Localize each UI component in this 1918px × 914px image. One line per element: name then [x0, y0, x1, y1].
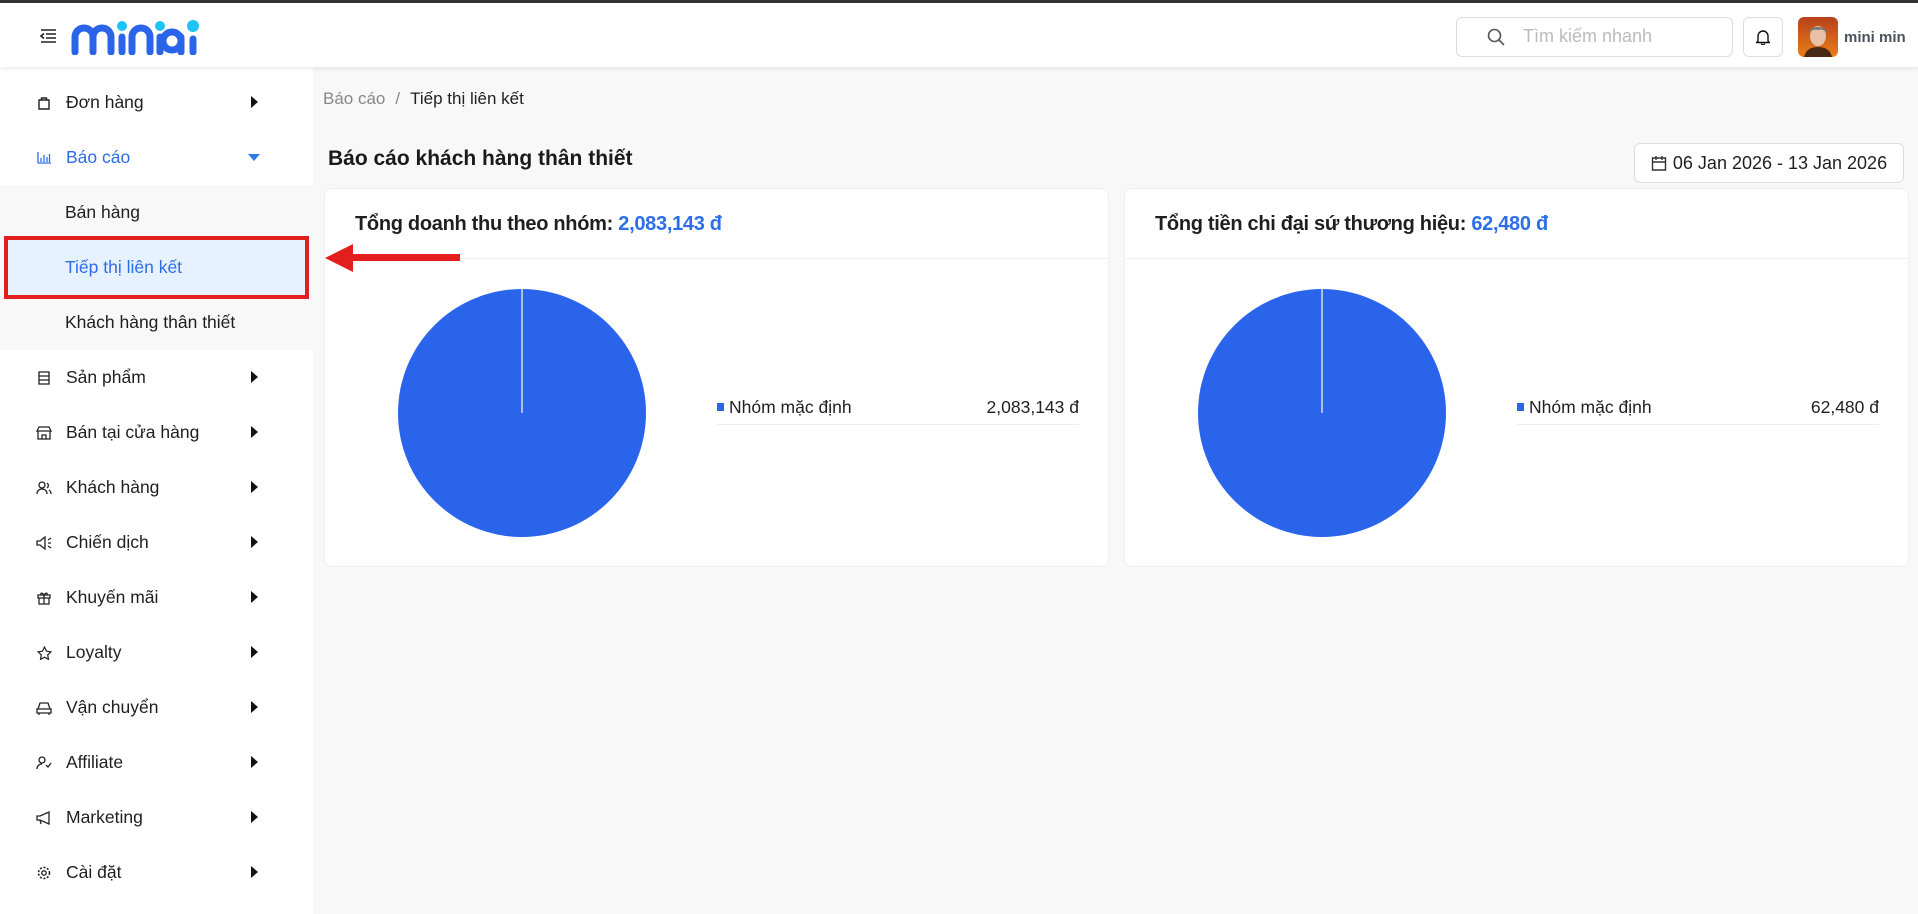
star-icon	[36, 645, 52, 661]
sidebar-item-promotions[interactable]: Khuyến mãi	[0, 570, 313, 625]
chevron-right-icon	[251, 811, 258, 823]
legend-swatch	[1517, 403, 1524, 411]
quick-search[interactable]	[1456, 17, 1733, 57]
avatar[interactable]	[1798, 17, 1838, 57]
ambassador-pie-chart	[1198, 289, 1446, 537]
gear-icon	[36, 865, 52, 881]
sidebar-item-affiliate[interactable]: Affiliate	[0, 735, 313, 790]
bell-icon	[1756, 30, 1770, 45]
bar-chart-icon	[36, 150, 52, 166]
legend-item: Nhóm mặc định 2,083,143 đ	[717, 397, 1079, 425]
store-icon	[36, 425, 52, 441]
sidebar-item-campaigns[interactable]: Chiến dịch	[0, 515, 313, 570]
chevron-right-icon	[251, 96, 258, 108]
search-input[interactable]	[1523, 26, 1723, 47]
top-header: mini min	[0, 3, 1918, 67]
chevron-right-icon	[251, 701, 258, 713]
chevron-right-icon	[251, 481, 258, 493]
chevron-right-icon	[251, 591, 258, 603]
product-icon	[36, 370, 52, 386]
breadcrumb-reports[interactable]: Báo cáo	[323, 89, 386, 108]
breadcrumb-current: Tiếp thị liên kết	[410, 89, 524, 108]
page-title: Báo cáo khách hàng thân thiết	[328, 147, 633, 170]
menu-collapse-icon[interactable]	[40, 29, 57, 43]
sidebar: Đơn hàng Báo cáo Bán hàng Tiếp thị liên …	[0, 67, 313, 914]
revenue-pie-chart	[398, 289, 646, 537]
card-title: Tổng doanh thu theo nhóm: 2,083,143 đ	[325, 189, 1108, 259]
chevron-right-icon	[251, 756, 258, 768]
sidebar-item-orders[interactable]: Đơn hàng	[0, 75, 313, 130]
chevron-right-icon	[251, 426, 258, 438]
calendar-icon	[1651, 156, 1667, 171]
chevron-down-icon	[248, 154, 260, 161]
sidebar-item-loyalty[interactable]: Loyalty	[0, 625, 313, 680]
sidebar-item-customers[interactable]: Khách hàng	[0, 460, 313, 515]
sidebar-item-products[interactable]: Sản phẩm	[0, 350, 313, 405]
chevron-right-icon	[251, 371, 258, 383]
sidebar-item-sales[interactable]: Bán hàng	[65, 202, 140, 222]
users-icon	[36, 480, 52, 496]
annotation-arrow	[325, 244, 460, 272]
chevron-right-icon	[251, 866, 258, 878]
breadcrumb: Báo cáo / Tiếp thị liên kết	[323, 89, 524, 108]
card-title: Tổng tiền chi đại sứ thương hiệu: 62,480…	[1125, 189, 1908, 259]
gift-icon	[36, 590, 52, 606]
sidebar-item-in-store[interactable]: Bán tại cửa hàng	[0, 405, 313, 460]
reports-submenu: Bán hàng Tiếp thị liên kết Khách hàng th…	[0, 185, 313, 350]
notification-button[interactable]	[1743, 17, 1783, 57]
username[interactable]: mini min	[1844, 29, 1906, 46]
affiliate-icon	[36, 755, 52, 771]
revenue-by-group-card: Tổng doanh thu theo nhóm: 2,083,143 đ Nh…	[324, 188, 1109, 567]
chevron-right-icon	[251, 646, 258, 658]
megaphone-icon	[36, 810, 52, 826]
sidebar-item-reports[interactable]: Báo cáo	[0, 130, 313, 185]
car-icon	[36, 700, 52, 716]
sidebar-item-marketing[interactable]: Marketing	[0, 790, 313, 845]
legend-item: Nhóm mặc định 62,480 đ	[1517, 397, 1879, 425]
legend-swatch	[717, 403, 724, 411]
ambassador-spend-card: Tổng tiền chi đại sứ thương hiệu: 62,480…	[1124, 188, 1909, 567]
sidebar-item-shipping[interactable]: Vận chuyển	[0, 680, 313, 735]
speaker-icon	[36, 535, 52, 551]
sidebar-item-loyal-customers[interactable]: Khách hàng thân thiết	[65, 312, 236, 332]
chevron-right-icon	[251, 536, 258, 548]
sidebar-item-settings[interactable]: Cài đặt	[0, 845, 313, 900]
shopping-bag-icon	[36, 95, 52, 111]
miniai-logo[interactable]	[70, 19, 200, 55]
sidebar-item-affiliate-marketing[interactable]: Tiếp thị liên kết	[4, 236, 309, 299]
date-range-picker[interactable]: 06 Jan 2026 - 13 Jan 2026	[1634, 143, 1904, 183]
search-icon	[1487, 28, 1505, 46]
